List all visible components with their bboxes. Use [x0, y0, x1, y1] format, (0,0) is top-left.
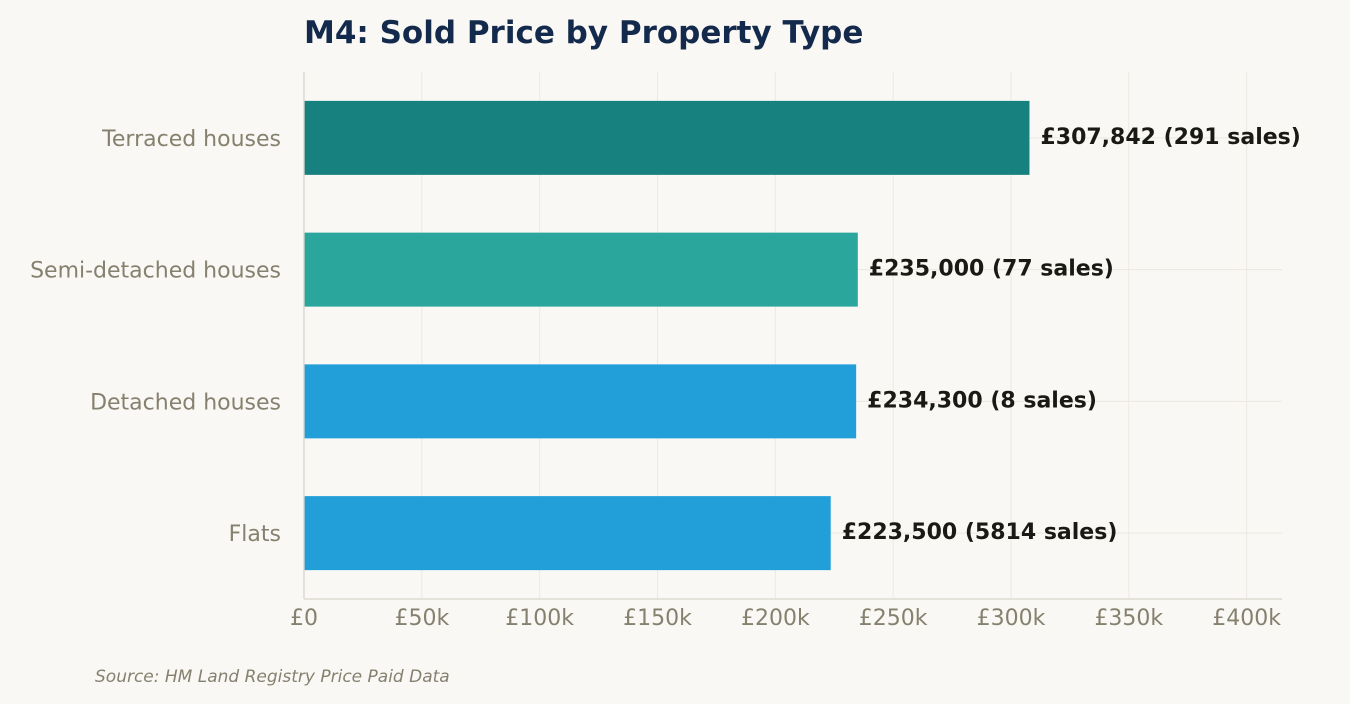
chart-title: M4: Sold Price by Property Type	[304, 15, 863, 51]
value-label: £307,842 (291 sales)	[1040, 125, 1300, 150]
x-tick-label: £250k	[859, 606, 928, 631]
x-tick-label: £100k	[505, 606, 574, 631]
bar	[304, 232, 858, 307]
category-label: Semi-detached houses	[30, 259, 281, 284]
value-label: £234,300 (8 sales)	[867, 388, 1097, 413]
value-label: £235,000 (77 sales)	[869, 257, 1114, 282]
x-tick-label: £350k	[1094, 606, 1163, 631]
labels: Terraced houses £307,842 (291 sales) Semi-…	[30, 125, 1301, 631]
x-tick-label: £200k	[741, 606, 810, 631]
source-note: Source: HM Land Registry Price Paid Data	[95, 667, 450, 687]
bars	[304, 100, 1030, 571]
category-label: Detached houses	[90, 390, 281, 415]
bar	[304, 100, 1030, 175]
x-tick-label: £150k	[623, 606, 692, 631]
x-tick-label: £0	[290, 606, 318, 631]
x-tick-label: £400k	[1212, 606, 1281, 631]
x-tick-label: £50k	[394, 606, 449, 631]
bar	[304, 364, 857, 439]
value-label: £223,500 (5814 sales)	[842, 520, 1118, 545]
axes	[303, 72, 1282, 600]
x-tick-label: £300k	[977, 606, 1046, 631]
bar	[304, 496, 831, 571]
category-label: Terraced houses	[101, 127, 281, 152]
category-label: Flats	[229, 522, 281, 547]
